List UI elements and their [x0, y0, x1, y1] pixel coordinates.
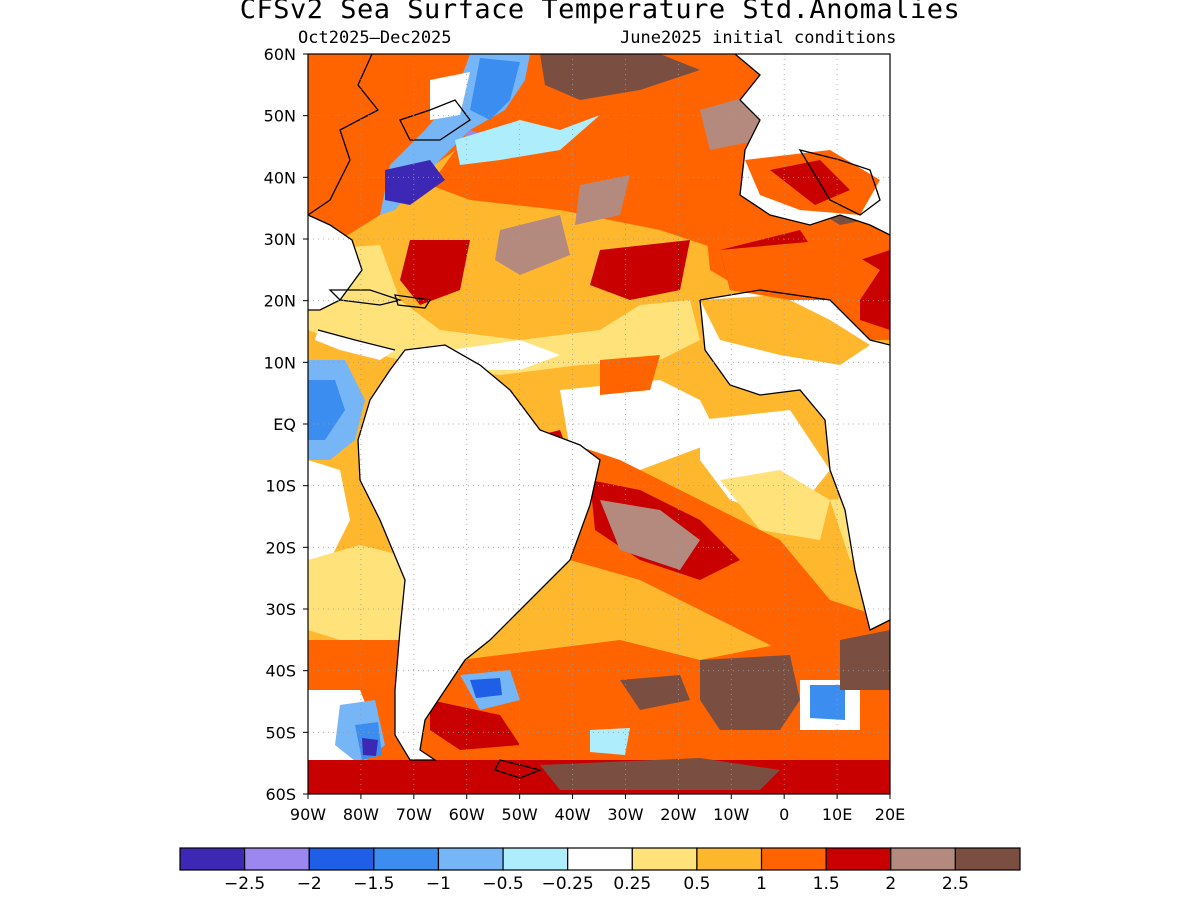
lat-tick-label: 20N	[264, 292, 296, 311]
colorbar-label: −1.5	[353, 874, 394, 894]
graticule	[308, 54, 890, 794]
colorbar-label: −1	[426, 874, 451, 894]
longitude-labels: 90W 80W 70W 60W 50W 40W 30W 20W 10W 0 10E 20E	[290, 794, 905, 824]
coastlines	[308, 54, 890, 779]
forecast-period: Oct2025–Dec2025	[298, 28, 452, 48]
colorbar-swatch	[244, 847, 310, 871]
lon-tick-label: 10W	[713, 805, 749, 824]
lat-tick-label: EQ	[273, 415, 296, 434]
colorbar-swatch	[631, 847, 698, 871]
colorbar-swatch	[954, 847, 1021, 871]
colorbar-label: 0.5	[683, 874, 710, 894]
lon-tick-label: 20W	[660, 805, 696, 824]
latitude-labels: 60N 50N 40N 30N 20N 10N EQ 10S 20S 30S 40S 50S 60S	[264, 45, 308, 804]
colorbar-swatch	[437, 847, 504, 871]
lat-tick-label: 40N	[264, 168, 296, 187]
lon-tick-label: 10E	[822, 805, 852, 824]
colorbar-label: 1	[756, 874, 767, 894]
lat-tick-label: 50S	[265, 723, 296, 742]
lat-tick-label: 20S	[265, 538, 296, 557]
colorbar-swatch	[308, 847, 375, 871]
colorbar-swatch	[825, 847, 892, 871]
colorbar: −2.5 −2 −1.5 −1 −0.5 −0.25 0.25 0.5 1 1.5 2 2.5	[179, 847, 1021, 894]
colorbar-swatch	[890, 847, 956, 871]
colorbar-swatch	[567, 847, 633, 871]
colorbar-label: −0.5	[482, 874, 523, 894]
colorbar-label: −2	[297, 874, 322, 894]
lon-tick-label: 30W	[607, 805, 643, 824]
lon-tick-label: 70W	[396, 805, 432, 824]
initial-conditions: June2025 initial conditions	[620, 28, 897, 48]
colorbar-label: 0.25	[613, 874, 651, 894]
colorbar-label: −0.25	[542, 874, 594, 894]
colorbar-swatch	[502, 847, 569, 871]
lon-tick-label: 80W	[343, 805, 379, 824]
lat-tick-label: 50N	[264, 107, 296, 126]
lon-tick-label: 50W	[502, 805, 538, 824]
lat-tick-label: 10S	[265, 477, 296, 496]
lat-tick-label: 40S	[265, 662, 296, 681]
lon-tick-label: 20E	[875, 805, 905, 824]
colorbar-swatch	[696, 847, 763, 871]
map-title: CFSv2 Sea Surface Temperature Std.Anomal…	[239, 0, 961, 25]
colorbar-label: 2.5	[942, 874, 969, 894]
lat-tick-label: 60N	[264, 45, 296, 64]
lon-tick-label: 40W	[554, 805, 590, 824]
colorbar-label: −2.5	[224, 874, 265, 894]
lat-tick-label: 30S	[265, 600, 296, 619]
lat-tick-label: 10N	[264, 353, 296, 372]
colorbar-swatch	[760, 847, 827, 871]
colorbar-swatch	[373, 847, 440, 871]
lon-tick-label: 60W	[449, 805, 485, 824]
lat-tick-label: 60S	[265, 785, 296, 804]
colorbar-label: 2	[885, 874, 896, 894]
colorbar-label: 1.5	[813, 874, 840, 894]
lon-tick-label: 0	[779, 805, 789, 824]
lon-tick-label: 90W	[290, 805, 326, 824]
lat-tick-label: 30N	[264, 230, 296, 249]
colorbar-swatch	[179, 847, 246, 871]
